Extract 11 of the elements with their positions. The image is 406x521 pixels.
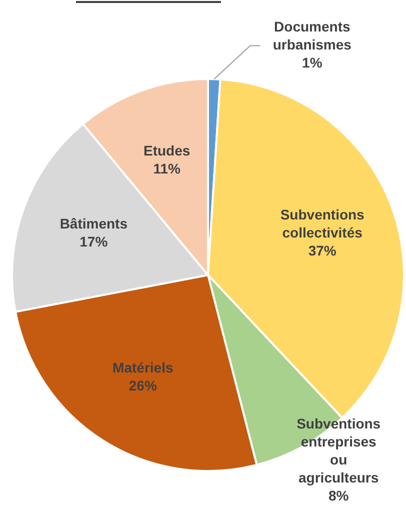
slice-label: Bâtiments — [60, 216, 128, 232]
data-label: 8% — [328, 487, 350, 504]
data-label: 26% — [128, 377, 158, 394]
data-label: 37% — [308, 242, 337, 259]
slice-label: Subventions collectivités — [280, 206, 365, 241]
slice-label: Matériels — [112, 359, 174, 376]
data-label: 1% — [302, 54, 323, 71]
data-label: 17% — [80, 234, 108, 250]
slice-label: Documents urbanismes — [272, 18, 352, 53]
slice-label: Etudes — [143, 142, 190, 159]
data-label: 11% — [153, 160, 182, 177]
